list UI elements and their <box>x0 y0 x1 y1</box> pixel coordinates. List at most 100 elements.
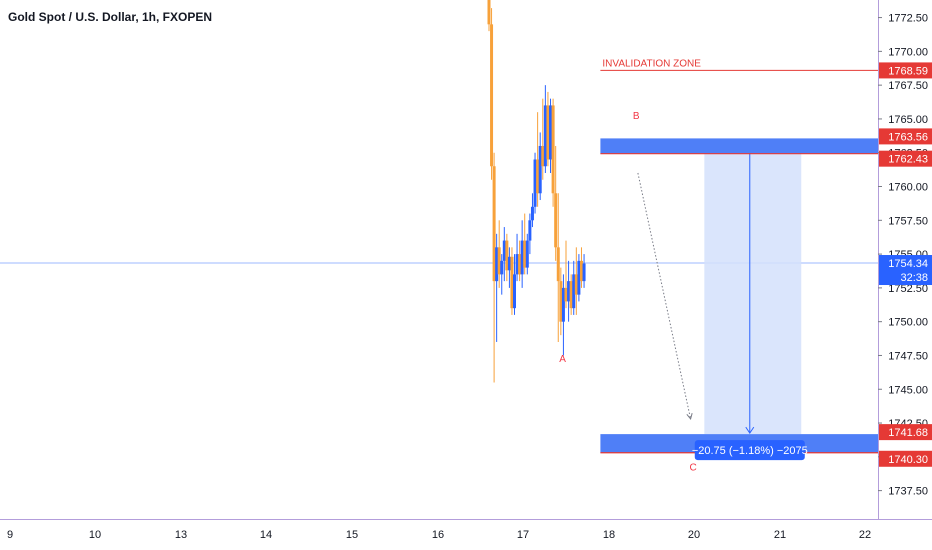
candle-body <box>561 287 565 322</box>
candle <box>543 85 547 173</box>
candle-body <box>572 274 576 309</box>
candle-body <box>500 260 504 275</box>
candle-body <box>497 247 501 275</box>
candle <box>513 254 516 315</box>
candle-body <box>551 105 555 194</box>
candle <box>520 220 524 288</box>
current-price-tag-bg[interactable] <box>879 255 932 286</box>
x-tick-label: 18 <box>603 529 615 541</box>
candle-body <box>536 159 540 194</box>
candle-body <box>574 274 578 295</box>
y-tick-label: 1772.50 <box>888 13 928 25</box>
measure-box[interactable] <box>704 153 802 435</box>
candle <box>502 227 506 282</box>
candle <box>561 274 565 356</box>
candle <box>510 247 514 315</box>
candle-body <box>523 240 527 268</box>
x-tick-label: 20 <box>688 529 700 541</box>
candle <box>533 152 537 214</box>
y-tick-label: 1770.00 <box>888 46 928 58</box>
projection-line[interactable] <box>637 172 692 420</box>
y-tick-label: 1757.50 <box>888 215 928 227</box>
candle <box>536 112 540 207</box>
candle <box>546 91 550 167</box>
x-tick-label: 16 <box>432 529 444 541</box>
zone-c-top-tag-bg[interactable] <box>879 424 932 441</box>
candle-body <box>554 193 558 248</box>
candle-body <box>579 260 583 282</box>
candle-body <box>577 260 581 295</box>
zone-c-top-tag: 1741.68 <box>888 427 928 439</box>
measure-arrow-icon <box>745 426 755 435</box>
zone-c-bottom-tag-bg[interactable] <box>879 450 932 467</box>
x-tick-label: 15 <box>346 529 358 541</box>
candle <box>490 8 494 180</box>
candle <box>577 254 581 302</box>
candle <box>551 98 555 207</box>
y-tick-label: 1750.00 <box>888 317 928 329</box>
candle <box>518 240 522 282</box>
x-tick-label: 13 <box>175 529 187 541</box>
y-tick-label: 1752.50 <box>888 283 928 295</box>
candle-body <box>487 0 491 25</box>
point-label-c: C <box>690 462 697 473</box>
measure-label-box[interactable] <box>694 440 805 461</box>
candle-body <box>582 263 586 282</box>
y-tick-label: 1747.50 <box>888 350 928 362</box>
candle <box>495 233 499 342</box>
candle-body <box>533 159 537 207</box>
zone-0[interactable] <box>600 138 878 154</box>
candle <box>572 260 576 315</box>
candle <box>579 247 583 288</box>
countdown-label: 32:38 <box>900 272 928 284</box>
invalidation-label: INVALIDATION ZONE <box>602 58 701 69</box>
candle <box>538 132 542 201</box>
candle-body <box>518 254 522 275</box>
candle <box>523 213 527 275</box>
candle-body <box>502 240 506 261</box>
candle <box>528 213 532 255</box>
candle-body <box>549 105 553 160</box>
symbol-title[interactable]: Gold Spot / U.S. Dollar, 1h, FXOPEN <box>8 10 213 24</box>
zone-b-top-tag: 1763.56 <box>888 131 928 143</box>
candle <box>505 233 509 282</box>
zone-b-bottom-tag: 1762.43 <box>888 154 928 166</box>
candle <box>525 233 529 275</box>
zone-c-bottom-tag: 1740.30 <box>888 454 928 466</box>
candle-body <box>510 256 514 309</box>
candle-body <box>556 247 560 282</box>
x-tick-label: 9 <box>7 529 13 541</box>
candle <box>487 0 491 32</box>
projection-arrow-icon <box>686 413 693 421</box>
current-price-tag: 1754.34 <box>888 258 928 270</box>
candle-body <box>520 240 524 275</box>
candle <box>569 274 573 315</box>
point-label-b: B <box>633 111 640 122</box>
candle-body <box>543 105 547 167</box>
candle-body <box>490 24 494 167</box>
candle <box>564 240 568 309</box>
y-tick-label: 1737.50 <box>888 486 928 498</box>
candle-body <box>492 166 496 282</box>
y-tick-label: 1760.00 <box>888 182 928 194</box>
candle <box>492 152 496 383</box>
zone-b-bottom-tag-bg[interactable] <box>879 150 932 167</box>
candle <box>507 247 511 288</box>
invalidation-price-tag-bg[interactable] <box>879 62 932 79</box>
candle-body <box>541 145 545 167</box>
candle-body <box>515 254 519 275</box>
y-tick-label: 1765.00 <box>888 114 928 126</box>
x-tick-label: 21 <box>774 529 786 541</box>
candle-body <box>528 220 532 241</box>
candle-body <box>546 105 550 160</box>
candle-body <box>530 206 534 221</box>
candle <box>554 145 558 261</box>
candle <box>515 233 519 282</box>
zone-b-top-tag-bg[interactable] <box>879 128 932 145</box>
candle <box>582 254 586 288</box>
y-tick-label: 1745.00 <box>888 384 928 396</box>
candle-body <box>559 281 563 322</box>
x-tick-label: 14 <box>260 529 272 541</box>
